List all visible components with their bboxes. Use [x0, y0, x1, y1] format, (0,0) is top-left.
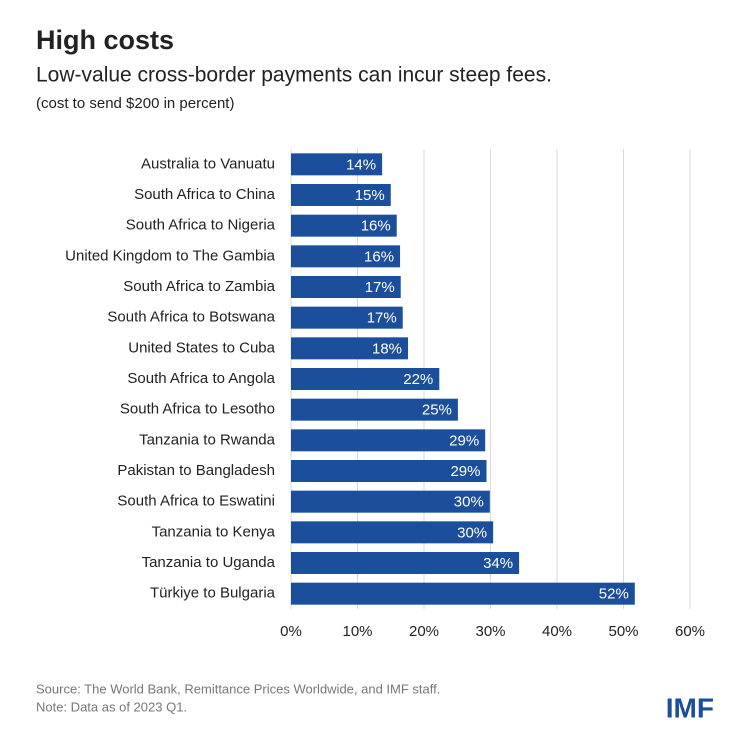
- bar: [291, 552, 520, 574]
- value-label: 34%: [483, 555, 513, 572]
- y-tick-label: United States to Cuba: [128, 339, 275, 356]
- value-label: 25%: [422, 402, 452, 419]
- value-label: 29%: [450, 463, 480, 480]
- y-tick-label: Tanzania to Kenya: [152, 523, 276, 540]
- y-tick-label: South Africa to Zambia: [123, 278, 275, 295]
- axis-label: (cost to send $200 in percent): [36, 95, 234, 112]
- y-tick-label: Tanzania to Rwanda: [139, 431, 276, 448]
- logo: IMF: [666, 692, 714, 723]
- y-tick-label: Pakistan to Bangladesh: [117, 462, 275, 479]
- value-label: 14%: [346, 156, 376, 173]
- value-label: 17%: [365, 279, 395, 296]
- value-label: 29%: [449, 432, 479, 449]
- y-tick-label: South Africa to Angola: [127, 370, 275, 387]
- y-tick-label: South Africa to China: [134, 186, 276, 203]
- bar: [291, 306, 403, 329]
- y-tick-label: South Africa to Lesotho: [120, 401, 275, 418]
- y-tick-label: South Africa to Eswatini: [117, 493, 275, 510]
- y-tick-label: South Africa to Botswana: [107, 309, 275, 326]
- value-label: 18%: [372, 340, 402, 357]
- bar: [291, 521, 494, 544]
- value-label: 52%: [599, 586, 629, 603]
- y-tick-label: Tanzania to Uganda: [142, 554, 276, 571]
- bar: [291, 184, 391, 206]
- bar: [291, 368, 440, 390]
- value-label: 15%: [355, 187, 385, 204]
- bar: [291, 337, 409, 360]
- chart-subtitle: Low-value cross-border payments can incu…: [36, 64, 552, 87]
- value-label: 16%: [361, 218, 391, 235]
- bar: [291, 429, 486, 452]
- y-tick-label: Türkiye to Bulgaria: [150, 585, 276, 602]
- y-tick-label: Australia to Vanuatu: [141, 155, 275, 172]
- note: Note: Data as of 2023 Q1.: [36, 699, 187, 714]
- bar: [291, 276, 401, 298]
- bar: [291, 460, 487, 482]
- value-label: 30%: [454, 494, 484, 511]
- x-tick-label: 60%: [675, 623, 705, 640]
- value-label: 16%: [364, 248, 394, 265]
- value-label: 22%: [403, 371, 433, 388]
- bar: [291, 245, 401, 268]
- x-tick-label: 0%: [280, 623, 302, 640]
- y-tick-label: South Africa to Nigeria: [126, 217, 276, 234]
- bar: [291, 153, 383, 176]
- bar: [291, 582, 635, 605]
- bar: [291, 214, 397, 237]
- source: Source: The World Bank, Remittance Price…: [36, 681, 440, 696]
- value-label: 30%: [457, 524, 487, 541]
- x-tick-label: 40%: [542, 623, 572, 640]
- x-tick-label: 10%: [342, 623, 372, 640]
- x-tick-label: 20%: [409, 623, 439, 640]
- bar: [291, 398, 458, 421]
- value-label: 17%: [367, 310, 397, 327]
- x-tick-label: 30%: [475, 623, 505, 640]
- bar: [291, 490, 490, 513]
- y-tick-label: United Kingdom to The Gambia: [65, 247, 275, 264]
- x-tick-label: 50%: [608, 623, 638, 640]
- chart-title: High costs: [36, 25, 174, 55]
